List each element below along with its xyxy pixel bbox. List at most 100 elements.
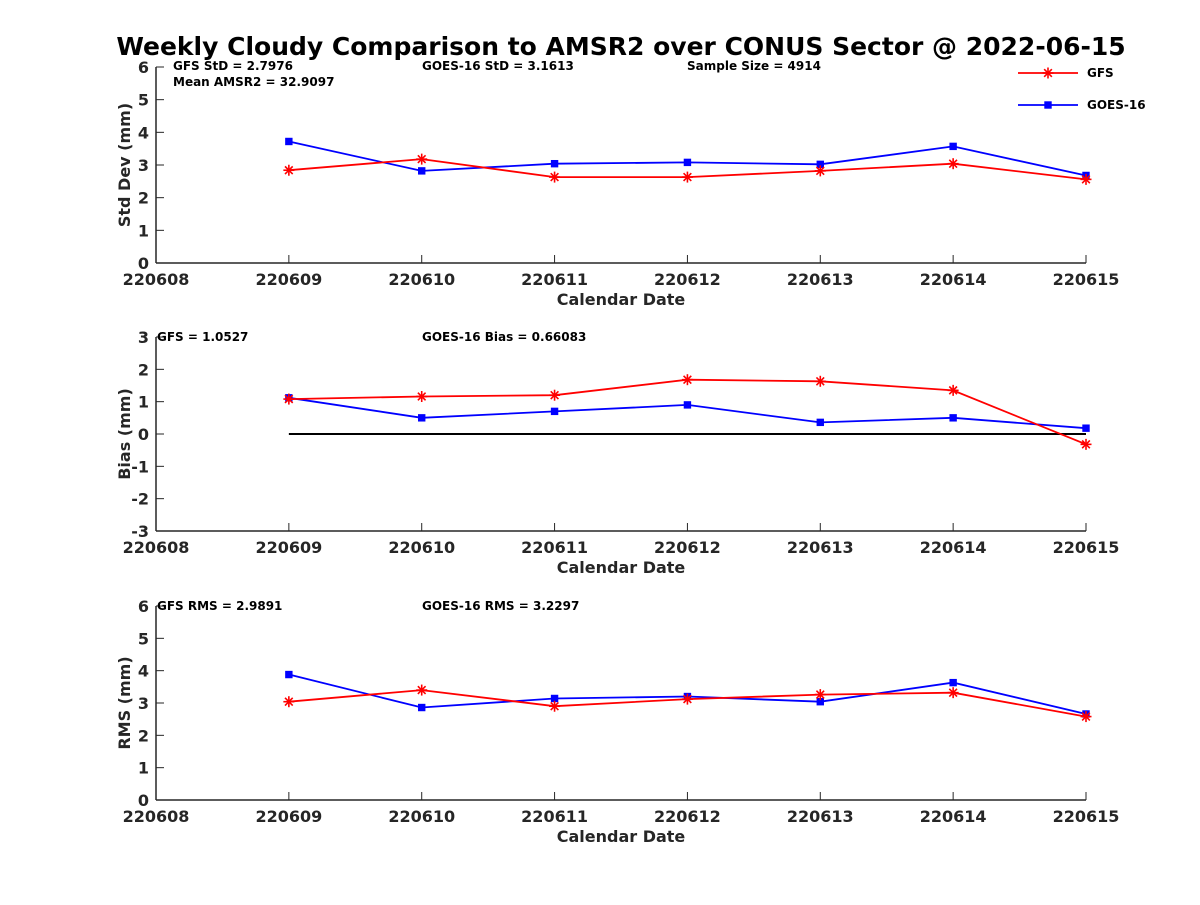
stat-annotation: GFS StD = 2.7976 <box>173 59 293 73</box>
y-tick-label: 2 <box>138 360 149 379</box>
legend-marker-gfs <box>1042 67 1054 79</box>
data-point-goes-16-shape <box>949 678 957 687</box>
data-point-goes-16-shape <box>550 694 559 703</box>
x-tick-label: 220608 <box>123 270 190 289</box>
data-point-goes-16 <box>418 414 426 422</box>
data-point-goes-16-shape <box>550 407 559 416</box>
data-point-goes-16 <box>550 407 559 416</box>
data-point-gfs-stroke-3 <box>683 694 692 704</box>
x-tick-label: 220613 <box>787 270 854 289</box>
data-point-goes-16 <box>949 678 957 687</box>
y-tick-label: 4 <box>138 662 149 681</box>
data-point-goes-16 <box>285 670 293 679</box>
x-tick-label: 220611 <box>521 270 588 289</box>
x-tick-label: 220611 <box>521 538 588 557</box>
x-tick-label: 220612 <box>654 538 721 557</box>
y-tick-label: 6 <box>138 597 149 616</box>
data-point-gfs <box>947 158 959 170</box>
data-point-gfs-stroke-3 <box>417 685 427 695</box>
data-point-gfs <box>681 693 693 705</box>
data-point-gfs <box>1080 173 1092 185</box>
y-tick-label: -3 <box>131 522 149 541</box>
data-point-gfs-stroke-3 <box>948 159 958 169</box>
data-point-goes-16 <box>418 703 426 712</box>
legend-entry-goes-16: GOES-16 <box>1018 98 1146 112</box>
y-tick-label: -1 <box>131 457 149 476</box>
data-point-gfs <box>814 689 826 701</box>
data-point-gfs-stroke-3 <box>417 154 427 164</box>
series-gfs <box>283 684 1092 723</box>
y-tick-label: 1 <box>138 759 149 778</box>
x-tick-label: 220610 <box>388 807 455 826</box>
data-point-gfs-stroke-3 <box>1081 439 1091 449</box>
x-axis-title: Calendar Date <box>557 558 686 577</box>
y-tick-label: 0 <box>138 791 149 810</box>
legend-entry-gfs: GFS <box>1018 66 1114 80</box>
data-point-goes-16 <box>816 418 824 427</box>
data-point-gfs-stroke-3 <box>948 688 958 698</box>
data-point-gfs <box>283 696 295 708</box>
x-tick-label: 220613 <box>787 538 854 557</box>
legend-marker-goes-16-shape <box>1044 101 1052 109</box>
data-point-gfs-stroke-3 <box>683 375 692 385</box>
y-tick-label: 3 <box>138 156 149 175</box>
data-point-goes-16-shape <box>683 158 692 167</box>
y-axis-title: RMS (mm) <box>115 656 134 749</box>
data-point-gfs-stroke-3 <box>417 392 427 401</box>
data-point-gfs <box>549 389 561 401</box>
data-point-goes-16 <box>550 159 559 168</box>
stat-annotation: GOES-16 RMS = 3.2297 <box>422 599 579 613</box>
data-point-gfs-stroke-3 <box>550 390 559 400</box>
data-point-gfs <box>814 375 826 387</box>
data-point-goes-16-shape <box>816 418 824 427</box>
data-point-gfs-stroke-3 <box>284 165 294 175</box>
series-goes-16 <box>285 137 1090 180</box>
x-tick-label: 220615 <box>1053 807 1120 826</box>
x-tick-label: 220609 <box>255 807 322 826</box>
legend-marker-gfs-stroke-3 <box>1043 68 1053 78</box>
x-axis-title: Calendar Date <box>557 290 686 309</box>
y-tick-label: 4 <box>138 123 149 142</box>
data-point-goes-16 <box>418 167 426 175</box>
x-tick-label: 220610 <box>388 538 455 557</box>
y-tick-label: -2 <box>131 490 149 509</box>
data-point-goes-16 <box>285 137 293 146</box>
y-tick-label: 0 <box>138 254 149 273</box>
y-tick-label: 0 <box>138 425 149 444</box>
x-tick-label: 220609 <box>255 270 322 289</box>
data-point-gfs <box>416 684 428 696</box>
data-point-goes-16 <box>683 401 692 409</box>
x-axis-title: Calendar Date <box>557 827 686 846</box>
data-point-goes-16-shape <box>418 167 426 175</box>
data-point-gfs-stroke-3 <box>815 690 825 700</box>
x-tick-label: 220612 <box>654 270 721 289</box>
y-tick-label: 6 <box>138 58 149 77</box>
data-point-gfs <box>681 374 693 386</box>
data-point-goes-16 <box>949 142 957 151</box>
data-point-goes-16 <box>949 414 957 422</box>
x-tick-label: 220614 <box>920 270 987 289</box>
legend-label-goes-16: GOES-16 <box>1087 98 1146 112</box>
chart-panel-3: 0 1 2 3 4 5 6 220608 220609 220610 220611 220612 220… <box>115 597 1119 846</box>
data-point-gfs-stroke-3 <box>815 376 825 386</box>
data-point-gfs-stroke-3 <box>948 385 958 395</box>
data-point-goes-16-shape <box>285 137 293 146</box>
data-point-gfs-stroke-3 <box>550 701 559 711</box>
data-point-goes-16-shape <box>550 159 559 168</box>
y-tick-label: 1 <box>138 221 149 240</box>
data-point-gfs <box>947 687 959 699</box>
x-tick-label: 220609 <box>255 538 322 557</box>
x-tick-label: 220613 <box>787 807 854 826</box>
stat-annotation: GFS = 1.0527 <box>157 330 248 344</box>
x-tick-label: 220608 <box>123 807 190 826</box>
data-point-gfs <box>283 393 295 405</box>
data-point-goes-16 <box>550 694 559 703</box>
data-point-goes-16-shape <box>949 414 957 422</box>
data-point-gfs <box>681 171 693 183</box>
data-point-goes-16 <box>683 158 692 167</box>
data-point-gfs <box>416 390 428 402</box>
